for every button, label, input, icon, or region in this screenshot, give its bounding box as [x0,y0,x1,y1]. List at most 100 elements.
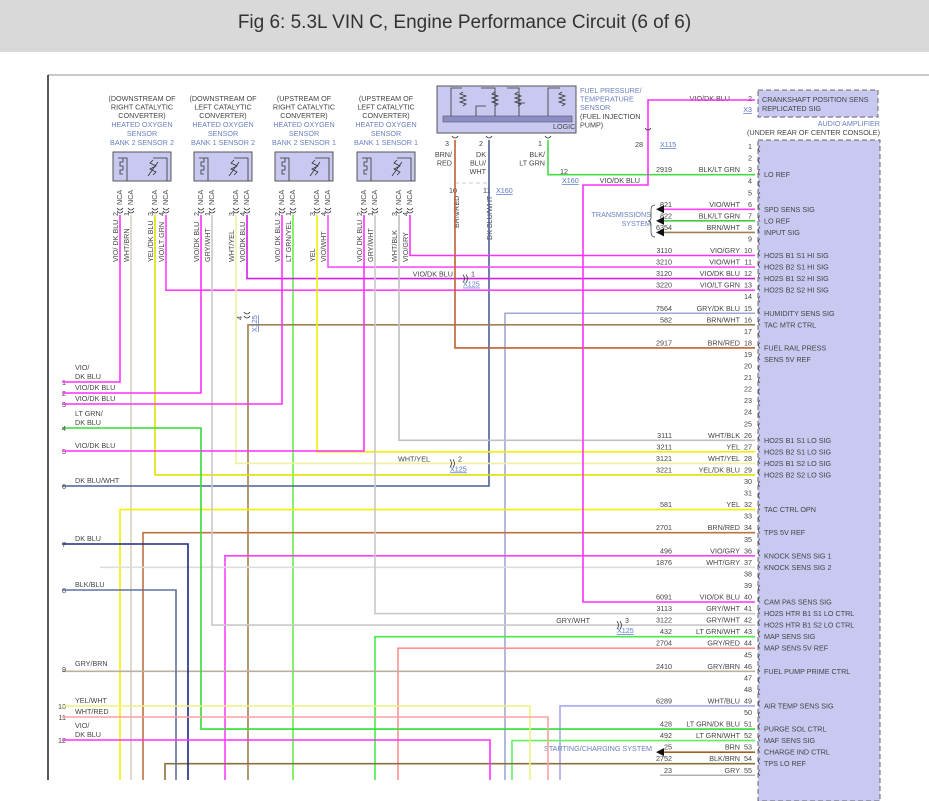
amp-pin-number: 18 [744,338,752,347]
wire-color-label: VIO/DK BLU [700,593,740,602]
pin-connector-icon [758,411,761,418]
sensor-pin-number: 1 [203,212,212,216]
left-wire-10 [62,705,531,780]
sensor-location: CONVERTER) [199,111,246,120]
pin-connector-icon [758,596,761,603]
fuel-sensor-wire: DK [476,150,486,159]
wire-pin-41 [374,215,755,615]
amp-pin-number: 41 [744,604,752,613]
pin-connector-icon [758,168,761,176]
pin-connector-icon [758,180,761,187]
nca-label: NCA [126,190,135,205]
amp-pin-number: 52 [744,731,752,740]
circuit-number: 3111 [657,431,672,440]
wire-color-label: GRY/RED [707,639,740,648]
left-wire-label: DK BLU [75,372,101,381]
left-wire-label: DK BLU [75,418,101,427]
sensor-wire-color: YEL [308,248,317,262]
pin-connector-icon [758,700,761,707]
wire-pin-54 [164,762,755,780]
x125-link: X125 [450,464,467,473]
wire-color-label: WHT/YEL [708,454,740,463]
amp-pin-function: LO REF [764,216,791,225]
wire-color-label: LT GRN/WHT [696,627,741,636]
circuit-number: 2704 [656,639,672,648]
sensor-pin-number: 1 [284,212,293,216]
sensor-name: BANK 1 SENSOR 2 [191,138,255,147]
amp-pin-number: 21 [744,373,752,382]
fuel-sensor-wire: BLK/ [529,150,545,159]
circuit-number: 2917 [656,338,672,347]
circuit-number: 2701 [656,523,672,532]
variable-resistor-icon [309,157,330,181]
sensor-wire-color: VIO/LT GRN [157,222,166,262]
circuit-number: 492 [660,731,672,740]
left-wire-2 [62,215,202,394]
pin-connector-icon [758,330,761,338]
connector-icon [544,135,552,139]
nca-label: NCA [150,190,159,205]
amp-pin-function: FUEL PUMP PRIME CTRL [764,667,850,676]
x125-connector-icon [462,274,468,283]
wire-pin-16 [247,323,755,780]
x125-pin: 1 [471,270,475,279]
pin-connector-icon [758,584,761,592]
x125-link: X125 [250,315,259,332]
connector-icon [289,207,297,214]
pin-connector-icon [758,319,761,326]
pin-connector-icon [758,261,761,268]
wire-pin-29 [154,215,755,476]
pin-connector-icon [758,446,761,453]
circuit-number: 1876 [656,558,672,567]
oxygen-sensor-box [112,151,172,182]
sensor-location: (UPSTREAM OF [359,94,414,103]
amp-pin-function: KNOCK SENS SIG 2 [764,563,832,572]
wire-color-label: GRY/WHT [706,604,740,613]
left-wire-8 [62,589,177,780]
amp-pin-number: 46 [744,662,752,671]
left-wire-label: GRY/BRN [75,659,108,668]
amp-pin-number: 27 [744,442,752,451]
heater-element-icon [362,157,372,181]
circuit-number: 3210 [656,258,672,267]
circuit-number: 7564 [656,304,672,313]
wire-label: GRY/WHT [556,616,590,625]
sensor-name: HEATED OXYGEN [111,120,172,129]
logic-bar [442,115,573,123]
pin-connector-icon [758,619,761,626]
wire-color-label: VIO/DK BLU [700,269,740,278]
nca-label: NCA [161,190,170,205]
left-wire-1 [62,215,121,383]
wire-pin-52 [511,739,755,780]
pin-connector-icon [758,688,761,696]
amp-pin-number: 38 [744,569,752,578]
audio-amplifier-box [757,139,881,801]
wire-color-label: BRN [725,743,740,752]
wire-label: VIO/DK BLU [413,270,453,279]
circuit-number: 3122 [656,616,672,625]
amp-pin-function: CHARGE IND CTRL [764,748,830,757]
logic-label: LOGIC [553,122,575,131]
amp-pin-number: 37 [744,558,752,567]
amp-pin-number: 4 [748,177,752,186]
nca-label: NCA [394,190,403,205]
amp-pin-function: HO2S B1 S2 HI SIG [764,274,829,283]
wire-label: VIO/DK BLU [600,176,640,185]
wire-color-label: VIO/WHT [709,258,740,267]
audio-amplifier-location: (UNDER REAR OF CENTER CONSOLE) [747,128,880,137]
pin-connector-icon [758,434,761,442]
amp-pin-number: 43 [744,627,752,636]
fuel-sensor-wire: LT GRN [519,159,545,168]
nca-label: NCA [231,190,240,205]
sensor-location: RIGHT CATALYTIC [273,103,335,112]
sensor-name: SENSOR [371,129,401,138]
heater-element-icon [280,157,290,181]
crankshaft-label: REPLICATED SIG [762,104,821,113]
variable-resistor-icon [147,157,168,181]
wire-color-label: YEL [726,442,740,451]
amp-pin-function: HUMIDITY SENS SIG [764,309,835,318]
nca-label: NCA [196,190,205,205]
circuit-number: 3221 [656,465,672,474]
x125-pin: 4 [235,316,244,320]
amp-pin-number: 14 [744,292,752,301]
